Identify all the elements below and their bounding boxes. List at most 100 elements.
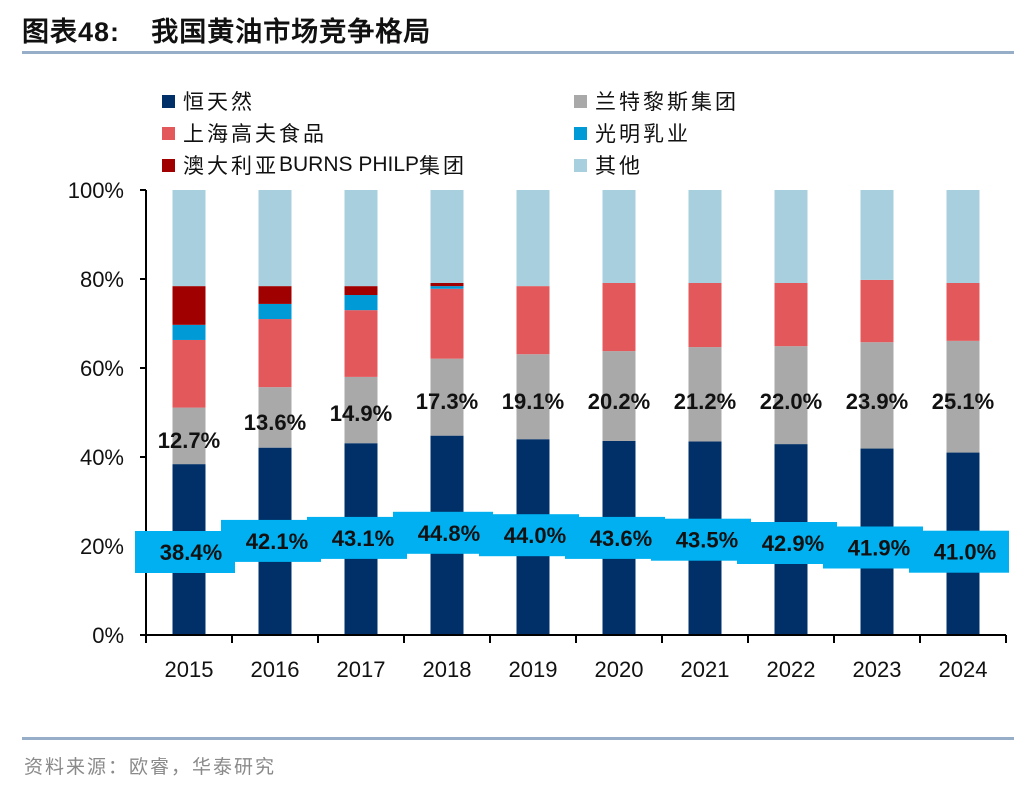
title-divider bbox=[22, 51, 1014, 54]
y-tick-label: 20% bbox=[80, 534, 124, 559]
bar-segment-2020-s2 bbox=[602, 283, 636, 352]
data-label-navy: 41.0% bbox=[934, 540, 996, 565]
data-label-grey: 14.9% bbox=[330, 401, 392, 426]
x-tick-label: 2023 bbox=[853, 657, 902, 682]
legend-item-hengtianran: 恒天然 bbox=[162, 86, 255, 116]
data-label-navy: 43.1% bbox=[332, 526, 394, 551]
bar-segment-2020-s1 bbox=[602, 351, 636, 441]
y-tick-label: 0% bbox=[92, 623, 124, 648]
data-label-box bbox=[909, 530, 1009, 573]
y-tick-label: 60% bbox=[80, 356, 124, 381]
data-label-box bbox=[565, 516, 665, 559]
bar-segment-2016-s1 bbox=[258, 387, 292, 448]
x-tick-label: 2021 bbox=[681, 657, 730, 682]
data-label-grey: 25.1% bbox=[932, 389, 994, 414]
data-label-box bbox=[651, 518, 751, 561]
data-label-grey: 21.2% bbox=[674, 389, 736, 414]
bar-segment-2017-s2 bbox=[344, 310, 378, 377]
bar-segment-2018-s4 bbox=[430, 283, 464, 287]
data-label-navy: 38.4% bbox=[160, 540, 222, 565]
legend-item-burns-philp: 澳大利亚 BURNS PHILP 集团 bbox=[162, 150, 467, 180]
data-label-navy: 41.9% bbox=[848, 536, 910, 561]
bar-segment-2015-s4 bbox=[172, 286, 206, 325]
bar-segment-2023-s5 bbox=[860, 190, 894, 280]
legend-label: 上海高夫食品 bbox=[183, 122, 327, 146]
data-label-grey: 13.6% bbox=[244, 410, 306, 435]
x-tick-label: 2016 bbox=[251, 657, 300, 682]
data-label-navy: 42.1% bbox=[246, 529, 308, 554]
bar-segment-2017-s3 bbox=[344, 295, 378, 311]
legend-swatch bbox=[574, 158, 587, 172]
bar-segment-2015-s5 bbox=[172, 190, 206, 287]
data-label-grey: 20.2% bbox=[588, 389, 650, 414]
bar-segment-2020-s5 bbox=[602, 190, 636, 284]
legend-swatch bbox=[574, 126, 587, 140]
data-label-box bbox=[823, 526, 923, 569]
legend-item-shanghai-gaofu: 上海高夫食品 bbox=[162, 118, 327, 148]
bar-segment-2018-s5 bbox=[430, 190, 464, 284]
data-label-grey: 23.9% bbox=[846, 389, 908, 414]
bar-segment-2018-s2 bbox=[430, 288, 464, 359]
bar-segment-2015-s3 bbox=[172, 324, 206, 340]
data-label-grey: 22.0% bbox=[760, 389, 822, 414]
data-label-grey: 12.7% bbox=[158, 428, 220, 453]
legend-label: 其他 bbox=[595, 154, 643, 178]
x-tick-label: 2022 bbox=[767, 657, 816, 682]
bar-segment-2022-s5 bbox=[774, 190, 808, 284]
data-label-box bbox=[479, 514, 579, 557]
data-labels-layer: 12.7% 13.6% 14.9% 17.3% 19.1% 20.2% 21.2% 22.0%… bbox=[135, 389, 1009, 573]
bar-segment-2016-s4 bbox=[258, 286, 292, 304]
legend-label: 光明乳业 bbox=[595, 122, 691, 146]
legend-item-lantelisi: 兰特黎斯集团 bbox=[574, 86, 739, 116]
bar-segment-2019-s1 bbox=[516, 354, 550, 440]
data-label-grey: 17.3% bbox=[416, 389, 478, 414]
legend-label: 兰特黎斯集团 bbox=[595, 90, 739, 114]
bar-segment-2017-s4 bbox=[344, 286, 378, 296]
legend-item-guangming: 光明乳业 bbox=[574, 118, 691, 148]
y-tick-label: 80% bbox=[80, 267, 124, 292]
data-label-navy: 44.0% bbox=[504, 523, 566, 548]
bar-segment-2017-s1 bbox=[344, 376, 378, 444]
legend-label-cn: 澳大利亚 bbox=[183, 154, 279, 178]
source-divider bbox=[22, 737, 1014, 740]
legend-label-cn2: 集团 bbox=[419, 154, 468, 178]
data-label-box bbox=[737, 522, 837, 564]
data-label-navy: 43.5% bbox=[676, 528, 738, 553]
legend-item-others: 其他 bbox=[574, 150, 643, 180]
data-label-box bbox=[393, 511, 493, 554]
figure-title-prefix: 图表 bbox=[22, 17, 78, 48]
legend-swatch bbox=[162, 126, 175, 140]
bar-segment-2024-s2 bbox=[946, 283, 980, 341]
bar-segment-2021-s1 bbox=[688, 347, 722, 442]
data-label-grey: 19.1% bbox=[502, 389, 564, 414]
x-tick-label: 2015 bbox=[165, 657, 214, 682]
bar-segment-2021-s5 bbox=[688, 190, 722, 284]
x-tick-label: 2024 bbox=[939, 657, 988, 682]
data-label-box bbox=[135, 531, 235, 573]
x-tick-label: 2019 bbox=[509, 657, 558, 682]
bar-segment-2018-s1 bbox=[430, 358, 464, 436]
bar-segment-2016-s2 bbox=[258, 319, 292, 388]
figure-title-number: 48: bbox=[78, 17, 121, 47]
data-label-navy: 44.8% bbox=[418, 521, 480, 546]
legend-label-latin: BURNS PHILP bbox=[279, 153, 420, 176]
bar-segment-2017-s5 bbox=[344, 190, 378, 287]
bar-segment-2019-s2 bbox=[516, 286, 550, 355]
x-tick-label: 2017 bbox=[337, 657, 386, 682]
y-tick-label: 100% bbox=[68, 178, 124, 203]
legend-swatch bbox=[162, 158, 175, 172]
bar-segment-2023-s1 bbox=[860, 342, 894, 449]
axes-layer: 0% 20% 40% 60% 80% 100% 2015 2016 2017 2018 2019 20… bbox=[68, 178, 1007, 682]
figure-title-text: 我国黄油市场竞争格局 bbox=[151, 17, 432, 48]
source-note: 资料来源：欧睿，华泰研究 bbox=[24, 756, 277, 778]
bar-segment-2018-s3 bbox=[430, 286, 464, 289]
x-tick-label: 2020 bbox=[595, 657, 644, 682]
data-label-box bbox=[307, 516, 407, 559]
bar-segment-2022-s1 bbox=[774, 346, 808, 445]
x-tick-label: 2018 bbox=[423, 657, 472, 682]
legend-swatch bbox=[574, 94, 587, 108]
y-tick-label: 40% bbox=[80, 445, 124, 470]
legend-label: 恒天然 bbox=[183, 90, 255, 114]
data-label-navy: 43.6% bbox=[590, 526, 652, 551]
